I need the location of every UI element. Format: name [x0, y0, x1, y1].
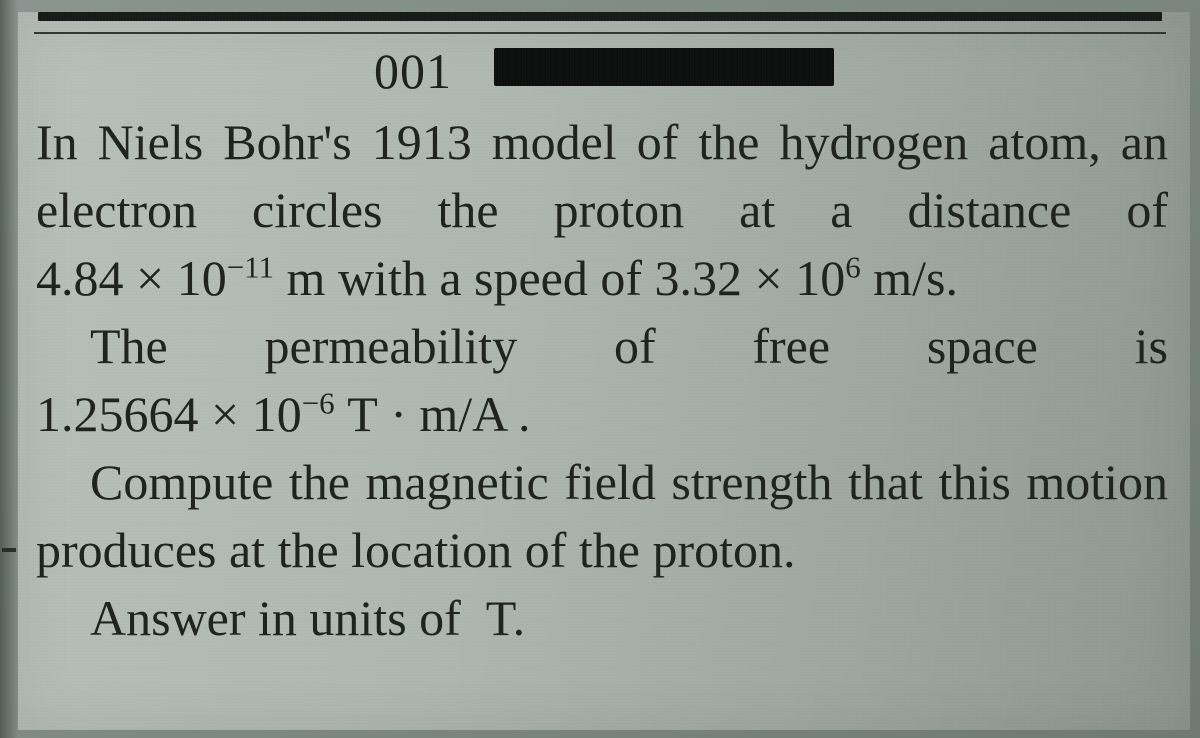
problem-body: In Niels Bohr's 1913 model of the hydro­…	[36, 108, 1168, 652]
paragraph-2: The permeability of free space is 1.2566…	[36, 312, 1168, 448]
paragraph-4: Answer in units of T.	[36, 584, 1168, 652]
redacted-block	[494, 48, 834, 86]
paragraph-3: Compute the magnetic field strength that…	[36, 448, 1168, 584]
paragraph-1: In Niels Bohr's 1913 model of the hydro­…	[36, 108, 1168, 312]
photo-left-shadow	[0, 0, 18, 738]
problem-number: 001	[374, 42, 452, 100]
header-row: 001	[18, 42, 1190, 100]
rule-thin	[34, 32, 1166, 34]
rule-thick	[38, 12, 1162, 21]
edge-tick-mark	[2, 548, 16, 552]
scanned-page: 001 In Niels Bohr's 1913 model of the hy…	[18, 12, 1190, 730]
